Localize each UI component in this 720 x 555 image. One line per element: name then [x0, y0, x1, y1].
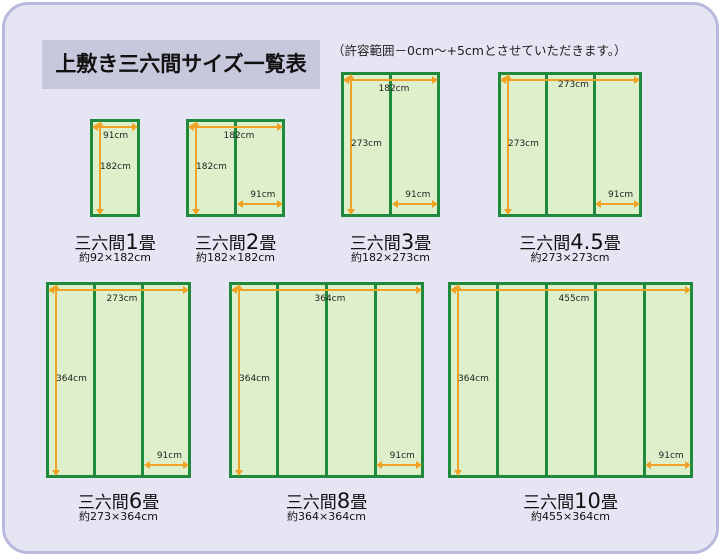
height-label: 364cm — [458, 374, 489, 384]
mat-divider — [373, 282, 377, 478]
mat-divider — [389, 72, 392, 217]
height-arrow — [192, 121, 200, 215]
mat-divider — [276, 282, 280, 478]
mat-name-prefix: 三六間 — [519, 234, 571, 254]
width-arrow — [500, 76, 640, 84]
mat-size: 約92×182cm — [79, 251, 151, 264]
width-arrow — [48, 286, 189, 294]
mat-name-suffix: 畳 — [142, 493, 160, 513]
mat-name: 三六間3畳 — [291, 229, 491, 254]
mat-name: 三六間6畳 — [19, 488, 219, 513]
width-arrow — [92, 123, 138, 131]
mat-divider — [495, 282, 499, 478]
unit-width-label: 91cm — [389, 451, 415, 461]
mat-name-num: 1 — [125, 230, 139, 254]
mat-name-suffix: 畳 — [259, 234, 277, 254]
mat-divider — [234, 119, 237, 217]
mat-name-prefix: 三六間 — [523, 493, 575, 513]
height-arrow — [454, 284, 462, 476]
mat-divider — [325, 282, 328, 478]
mat-divider — [592, 72, 596, 217]
tatami-mat — [90, 119, 140, 217]
mat-divider — [642, 282, 646, 478]
height-label: 364cm — [239, 374, 270, 384]
mat-name-prefix: 三六間 — [74, 234, 126, 254]
width-arrow — [188, 123, 283, 131]
height-label: 273cm — [508, 138, 539, 149]
mat-name-num: 10 — [574, 489, 601, 513]
height-label: 364cm — [56, 374, 87, 384]
mat-name-suffix: 畳 — [350, 493, 368, 513]
mat-name-suffix: 畳 — [414, 234, 432, 254]
mat-divider — [544, 72, 548, 217]
tatami-mat — [46, 282, 191, 478]
height-arrow — [96, 121, 104, 215]
unit-width-label: 91cm — [250, 190, 276, 200]
height-arrow — [504, 74, 512, 215]
width-arrow — [343, 76, 438, 84]
unit-width-arrow — [595, 200, 640, 208]
width-label: 182cm — [378, 84, 410, 94]
mat-name: 三六間2畳 — [136, 229, 336, 254]
title-banner: 上敷き三六間サイズ一覧表 — [42, 40, 320, 89]
width-label: 182cm — [223, 131, 255, 141]
width-arrow — [450, 286, 691, 294]
unit-width-arrow — [236, 200, 283, 208]
tolerance-note: （許容範囲－0cm～+5cmとさせていただきます。） — [332, 43, 627, 58]
mat-size: 約364×364cm — [287, 510, 366, 523]
height-label: 182cm — [100, 162, 131, 172]
width-label: 91cm — [103, 131, 129, 141]
width-label: 364cm — [314, 294, 346, 304]
mat-name-num: 2 — [245, 230, 260, 254]
mat-size: 約182×273cm — [351, 251, 430, 264]
height-arrow — [52, 284, 60, 476]
height-label: 182cm — [196, 162, 227, 172]
page-title: 上敷き三六間サイズ一覧表 — [55, 52, 307, 76]
mat-name-prefix: 三六間 — [349, 234, 401, 254]
mat-name-prefix: 三六間 — [285, 493, 337, 513]
mat-name-suffix: 畳 — [600, 493, 618, 513]
mat-size: 約455×364cm — [531, 510, 610, 523]
mat-divider — [141, 282, 145, 478]
unit-width-label: 91cm — [658, 451, 684, 461]
mat-divider — [593, 282, 597, 478]
mat-size: 約182×182cm — [196, 251, 275, 264]
mat-size: 約273×364cm — [79, 510, 158, 523]
unit-width-label: 91cm — [156, 451, 182, 461]
width-label: 273cm — [106, 294, 138, 304]
height-arrow — [347, 74, 355, 215]
width-label: 273cm — [558, 80, 589, 90]
mat-name-prefix: 三六間 — [77, 493, 129, 513]
width-arrow — [231, 286, 422, 294]
mat-name-prefix: 三六間 — [194, 234, 246, 254]
unit-width-label: 91cm — [608, 190, 634, 200]
height-label: 273cm — [351, 138, 382, 149]
mat-divider — [544, 282, 548, 478]
tatami-mat — [448, 282, 693, 478]
mat-name-suffix: 畳 — [603, 234, 621, 254]
unit-width-arrow — [143, 461, 190, 469]
mat-name-num: 3 — [400, 230, 415, 254]
mat-name: 三六間1畳 — [15, 229, 215, 254]
mat-name: 三六間4.5畳 — [470, 229, 670, 254]
unit-width-arrow — [391, 200, 438, 208]
mat-name-num: 8 — [336, 489, 351, 513]
tatami-mat — [498, 72, 642, 217]
unit-width-arrow — [376, 461, 422, 469]
unit-width-label: 91cm — [405, 190, 431, 200]
mat-name-num: 6 — [128, 489, 143, 513]
unit-width-arrow — [645, 461, 691, 469]
mat-name-suffix: 畳 — [138, 234, 156, 254]
mat-name-num: 4.5 — [570, 230, 604, 254]
mat-name: 三六間10畳 — [471, 488, 671, 513]
mat-size: 約273×273cm — [530, 251, 610, 264]
width-label: 455cm — [558, 294, 590, 304]
mat-name: 三六間8畳 — [227, 488, 427, 513]
mat-divider — [92, 282, 96, 478]
height-arrow — [235, 284, 243, 476]
